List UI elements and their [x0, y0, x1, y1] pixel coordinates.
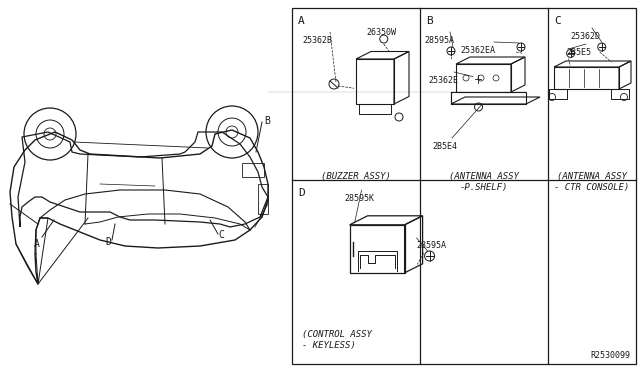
Text: 25362EA: 25362EA	[460, 46, 495, 55]
Text: B: B	[264, 116, 270, 126]
Text: (ANTENNA ASSY
- CTR CONSOLE): (ANTENNA ASSY - CTR CONSOLE)	[554, 172, 630, 192]
Text: 25362D: 25362D	[570, 32, 600, 41]
Bar	[292, 8, 636, 364]
Bar	[356, 59, 394, 104]
Bar	[258, 184, 268, 214]
Text: 28595K: 28595K	[344, 194, 374, 203]
Text: 2B5E5: 2B5E5	[566, 48, 591, 57]
Text: R2530099: R2530099	[590, 351, 630, 360]
Bar	[611, 89, 629, 99]
Text: D: D	[105, 237, 111, 247]
Bar	[242, 163, 264, 177]
Bar	[349, 225, 404, 273]
Text: 28595A: 28595A	[417, 241, 447, 250]
Text: 28595A: 28595A	[424, 36, 454, 45]
Text: A: A	[34, 239, 40, 249]
Bar	[451, 92, 526, 104]
Text: 26350W: 26350W	[366, 28, 396, 37]
Text: (BUZZER ASSY): (BUZZER ASSY)	[321, 172, 391, 181]
Text: 25362E: 25362E	[428, 76, 458, 85]
Text: (CONTROL ASSY
- KEYLESS): (CONTROL ASSY - KEYLESS)	[302, 330, 372, 350]
Text: B: B	[426, 16, 433, 26]
Text: 25362B: 25362B	[302, 36, 332, 45]
Bar	[549, 89, 567, 99]
Text: (ANTENNA ASSY
-P.SHELF): (ANTENNA ASSY -P.SHELF)	[449, 172, 519, 192]
Text: 2B5E4: 2B5E4	[432, 142, 457, 151]
Text: C: C	[218, 230, 224, 240]
Text: C: C	[554, 16, 561, 26]
Bar	[554, 67, 619, 89]
Text: D: D	[298, 188, 305, 198]
Bar	[456, 64, 511, 92]
Text: A: A	[298, 16, 305, 26]
